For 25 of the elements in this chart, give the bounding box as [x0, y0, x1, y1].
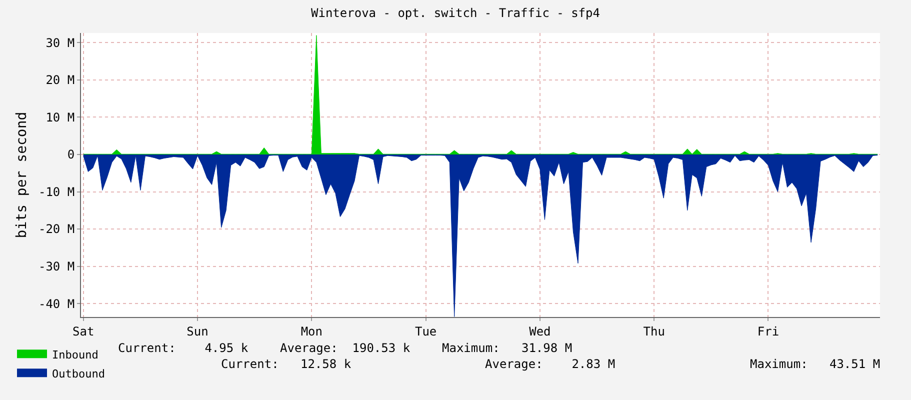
x-tick-label: Tue [414, 324, 437, 338]
text: Average: 190.53 k [280, 341, 411, 355]
x-tick-label: Fri [757, 324, 780, 338]
text: Current: 12.58 k [221, 357, 352, 371]
y-axis-title: bits per second [14, 112, 30, 238]
text: Maximum: 43.51 M [750, 357, 880, 371]
y-tick-label: 20 M [46, 73, 75, 88]
text: Average: 2.83 M [485, 357, 616, 371]
y-tick-label: -20 M [38, 222, 75, 236]
legend-label: Outbound [52, 367, 105, 380]
x-tick-label: Mon [300, 324, 323, 338]
x-tick-label: Sun [186, 324, 208, 338]
y-tick-label: 30 M [46, 36, 75, 50]
legend-label: Inbound [52, 348, 98, 362]
y-tick-label: 10 M [46, 110, 75, 124]
x-tick-label: Thu [643, 324, 665, 338]
chart-title: Winterova - opt. switch - Traffic - sfp4 [311, 6, 600, 20]
text: Maximum: 31.98 M [442, 341, 572, 355]
x-tick-label: Sat [72, 324, 94, 338]
y-tick-label: -40 M [38, 296, 75, 311]
x-tick-label: Wed [529, 324, 551, 338]
y-tick-label: -10 M [38, 184, 75, 199]
y-tick-label: -30 M [38, 260, 75, 274]
text: Current: 4.95 k [118, 341, 249, 355]
y-tick-label: 0 [67, 148, 75, 162]
